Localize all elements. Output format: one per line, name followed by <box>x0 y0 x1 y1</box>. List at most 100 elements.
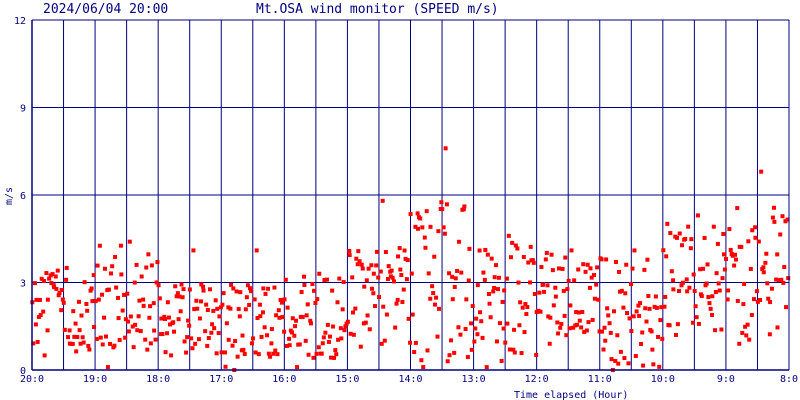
wind-point <box>733 252 738 257</box>
wind-point <box>781 280 786 285</box>
wind-point <box>592 296 597 301</box>
wind-point <box>730 253 735 258</box>
wind-point <box>87 347 92 352</box>
wind-point <box>685 289 690 294</box>
wind-point <box>385 276 390 281</box>
wind-point <box>507 347 512 352</box>
wind-point <box>204 302 209 307</box>
wind-point <box>577 318 582 323</box>
wind-point <box>61 300 66 305</box>
wind-point <box>501 326 506 331</box>
wind-point <box>403 256 408 261</box>
wind-point <box>782 264 787 269</box>
wind-point <box>423 245 428 250</box>
wind-point <box>203 329 208 334</box>
wind-point <box>214 351 219 356</box>
wind-point <box>763 260 768 265</box>
wind-point <box>544 250 549 255</box>
wind-point <box>182 339 187 344</box>
wind-point <box>549 252 554 257</box>
wind-point <box>456 325 461 330</box>
wind-point <box>482 277 487 282</box>
wind-point <box>574 310 579 315</box>
wind-point <box>220 302 225 307</box>
wind-point <box>82 280 87 285</box>
wind-point <box>325 277 330 282</box>
wind-point <box>563 255 568 260</box>
wind-point <box>441 225 446 230</box>
wind-point <box>293 324 298 329</box>
wind-point <box>280 315 285 320</box>
wind-point <box>422 235 427 240</box>
wind-point <box>675 322 680 327</box>
wind-point <box>430 284 435 289</box>
wind-point <box>166 315 171 320</box>
wind-point <box>404 277 409 282</box>
wind-point <box>100 342 105 347</box>
wind-point <box>275 352 280 357</box>
wind-point <box>201 288 206 293</box>
wind-point <box>261 286 266 291</box>
wind-point <box>287 336 292 341</box>
wind-point <box>592 273 597 278</box>
wind-point <box>416 226 421 231</box>
wind-point <box>497 321 502 326</box>
wind-point <box>434 295 439 300</box>
wind-point <box>431 291 436 296</box>
wind-point <box>285 305 290 310</box>
wind-point <box>114 285 119 290</box>
wind-point <box>317 271 322 276</box>
wind-point <box>512 327 517 332</box>
wind-point <box>774 277 779 282</box>
wind-point <box>513 243 518 248</box>
wind-point <box>88 288 93 293</box>
wind-point <box>278 297 283 302</box>
wind-point <box>741 302 746 307</box>
wind-point <box>398 267 403 272</box>
wind-point <box>369 263 374 268</box>
wind-point <box>163 350 168 355</box>
wind-point <box>55 268 60 273</box>
wind-point <box>686 224 691 229</box>
wind-point <box>193 341 198 346</box>
wind-point <box>528 244 533 249</box>
wind-point <box>329 355 334 360</box>
wind-point <box>753 235 758 240</box>
wind-point <box>667 323 672 328</box>
wind-point <box>89 286 94 291</box>
wind-point <box>100 292 105 297</box>
wind-point <box>751 297 756 302</box>
wind-point <box>383 250 388 255</box>
wind-point <box>713 328 718 333</box>
wind-point <box>74 349 79 354</box>
wind-point <box>265 333 270 338</box>
wind-point <box>250 341 255 346</box>
wind-point <box>391 279 396 284</box>
wind-point <box>619 288 624 293</box>
wind-point <box>84 301 89 306</box>
wind-point <box>522 330 527 335</box>
wind-point <box>561 288 566 293</box>
wind-point <box>167 322 172 327</box>
wind-point <box>77 299 82 304</box>
wind-point <box>546 314 551 319</box>
wind-point <box>504 276 509 281</box>
wind-point <box>255 315 260 320</box>
wind-point <box>543 257 548 262</box>
wind-point <box>469 321 474 326</box>
wind-point <box>149 263 154 268</box>
wind-point <box>345 319 350 324</box>
wind-point <box>148 304 153 309</box>
wind-point <box>450 274 455 279</box>
wind-point <box>609 357 614 362</box>
wind-point <box>293 318 298 323</box>
wind-point <box>295 365 300 370</box>
wind-point <box>72 334 77 339</box>
wind-point <box>770 215 775 220</box>
wind-point <box>347 248 352 253</box>
wind-point <box>373 304 378 309</box>
wind-point <box>491 289 496 294</box>
wind-point <box>331 324 336 329</box>
wind-point <box>553 294 558 299</box>
wind-point <box>428 224 433 229</box>
